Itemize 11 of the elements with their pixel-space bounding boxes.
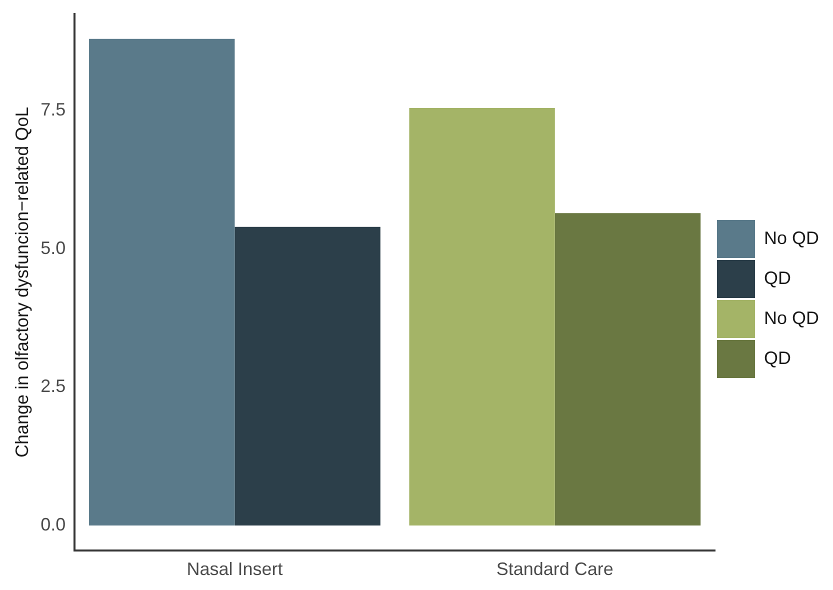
legend-label: QD bbox=[764, 268, 791, 288]
x-tick-label: Standard Care bbox=[496, 559, 614, 580]
legend-label: QD bbox=[764, 348, 791, 368]
y-tick-label: 2.5 bbox=[40, 376, 66, 396]
y-axis-title: Change in olfactory dysfuncion−related QoL bbox=[12, 106, 32, 458]
y-tick-label: 0.0 bbox=[40, 514, 66, 534]
y-tick-label: 7.5 bbox=[40, 100, 66, 120]
y-tick-label: 5.0 bbox=[40, 238, 66, 258]
legend-label: No QD bbox=[764, 228, 820, 248]
x-tick-label: Nasal Insert bbox=[186, 559, 283, 580]
legend-label: No QD bbox=[764, 308, 820, 328]
